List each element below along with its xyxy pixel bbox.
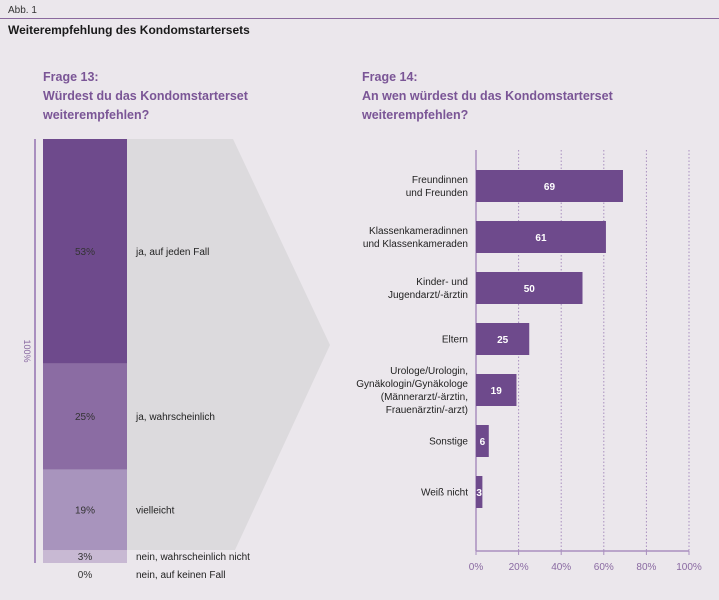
x-tick-label: 40% xyxy=(551,562,571,573)
q13-title: Frage 13: Würdest du das Kondomstarterse… xyxy=(43,68,248,125)
bar-category-label: und Freunden xyxy=(406,188,468,199)
bar-value-label: 50 xyxy=(524,284,536,295)
bar-category-label: Gynäkologin/Gynäkologe xyxy=(356,379,468,390)
header-rule xyxy=(0,18,719,19)
q14-title-line: An wen würdest du das Kondomstarterset xyxy=(362,89,613,103)
total-label: 100% xyxy=(22,339,32,362)
stack-segment xyxy=(43,550,127,563)
q13-title-line: Frage 13: xyxy=(43,70,99,84)
figure-label: Abb. 1 xyxy=(8,5,37,16)
bar-category-label: (Männerarzt/-ärztin, xyxy=(381,392,468,403)
figure-title: Weiterempfehlung des Kondomstartersets xyxy=(8,23,250,37)
stack-segment xyxy=(43,469,127,551)
funnel-shape xyxy=(127,139,330,550)
segment-value-label: 0% xyxy=(78,570,93,581)
bar-category-label: Weiß nicht xyxy=(421,488,468,499)
segment-category-label: vielleicht xyxy=(136,506,175,517)
bar-category-label: Eltern xyxy=(442,335,468,346)
bar-category-label: Kinder- und xyxy=(416,277,468,288)
x-tick-label: 60% xyxy=(594,562,614,573)
q14-title: Frage 14: An wen würdest du das Kondomst… xyxy=(362,68,613,125)
bar xyxy=(476,221,606,253)
bar-value-label: 69 xyxy=(544,182,556,193)
segment-value-label: 53% xyxy=(75,247,95,258)
segment-value-label: 19% xyxy=(75,506,95,517)
x-tick-label: 100% xyxy=(676,562,702,573)
bar xyxy=(476,272,583,304)
q14-title-line: Frage 14: xyxy=(362,70,418,84)
bar-value-label: 3 xyxy=(476,488,482,499)
bar-value-label: 6 xyxy=(480,437,486,448)
segment-value-label: 25% xyxy=(75,412,95,423)
stack-segment xyxy=(43,139,127,364)
q14-title-line: weiterempfehlen? xyxy=(362,108,469,122)
segment-value-label: 3% xyxy=(78,552,93,563)
x-tick-label: 0% xyxy=(469,562,484,573)
bar xyxy=(476,374,517,406)
q13-title-line: Würdest du das Kondomstarterset xyxy=(43,89,248,103)
bar-value-label: 19 xyxy=(491,386,503,397)
bar-category-label: Urologe/Urologin, xyxy=(390,366,468,377)
bar-category-label: Jugendarzt/-ärztin xyxy=(388,290,468,301)
bar xyxy=(476,425,489,457)
bar-category-label: Freundinnen xyxy=(412,175,468,186)
x-tick-label: 80% xyxy=(636,562,656,573)
segment-category-label: nein, wahrscheinlich nicht xyxy=(136,552,250,563)
bar-value-label: 25 xyxy=(497,335,509,346)
segment-category-label: ja, wahrscheinlich xyxy=(135,412,215,423)
q13-title-line: weiterempfehlen? xyxy=(43,108,150,122)
bar-value-label: 61 xyxy=(535,233,547,244)
bar-category-label: Frauenärztin/-arzt) xyxy=(386,405,468,416)
x-tick-label: 20% xyxy=(509,562,529,573)
bar xyxy=(476,170,623,202)
bar xyxy=(476,323,530,355)
bar-category-label: Klassenkameradinnen xyxy=(369,226,468,237)
bar-category-label: Sonstige xyxy=(429,437,468,448)
segment-category-label: ja, auf jeden Fall xyxy=(135,247,209,258)
stack-segment xyxy=(43,363,127,470)
bar xyxy=(476,476,483,508)
bar-category-label: und Klassenkameraden xyxy=(363,239,468,250)
segment-category-label: nein, auf keinen Fall xyxy=(136,570,226,581)
